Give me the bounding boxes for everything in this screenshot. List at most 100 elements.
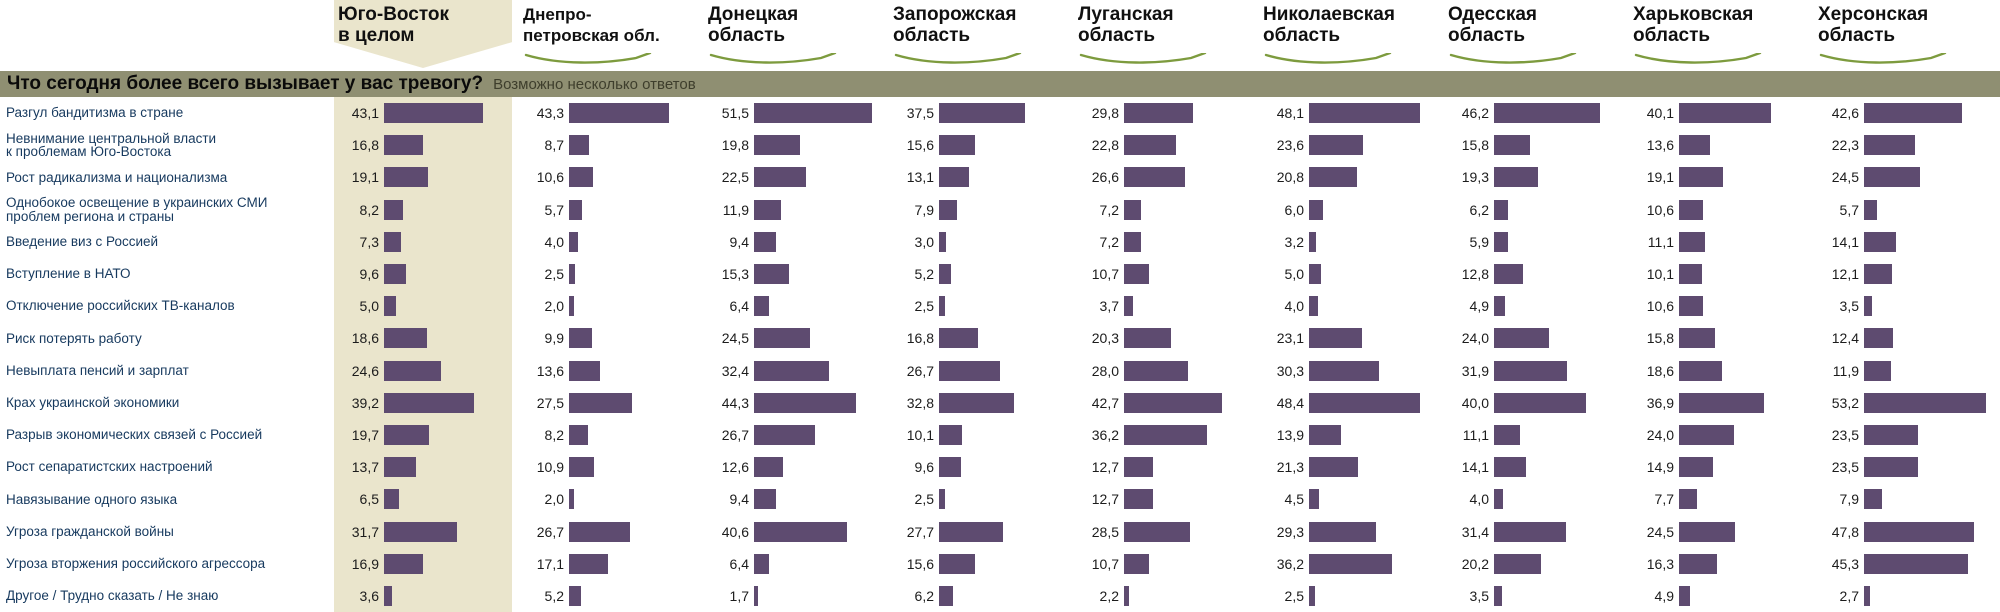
bar-cell: 15,6 [893,553,1078,574]
bar-value: 24,0 [1646,426,1674,443]
checkmark-swoosh-icon [1264,53,1392,64]
bar [1309,489,1320,510]
bar [1864,521,1974,542]
bar [1864,296,1872,317]
bar [1494,264,1524,285]
question-note: Возможно несколько ответов [493,75,696,93]
bar-cell: 53,2 [1818,392,2000,413]
checkmark-swoosh-icon [894,53,1022,64]
bar-cell: 6,5 [338,489,523,510]
bar [1864,392,1987,413]
bar [569,392,633,413]
bar-cell: 11,9 [1818,360,2000,381]
bar-cell: 5,2 [893,264,1078,285]
bar [569,489,574,510]
chart-row: Рост сепаратистских настроений 13,7 10,9 12… [0,451,2000,483]
bar-cell: 48,1 [1263,103,1448,124]
bar [1679,489,1697,510]
chart-row: Угроза гражданской войны 31,7 26,7 40,6 27,7… [0,515,2000,547]
bar [754,457,783,478]
region-name-line: область [1633,25,1711,46]
chart-row: Угроза вторжения российского агрессора 16… [0,548,2000,580]
bar [1309,167,1357,188]
bar-cell: 4,0 [1263,296,1448,317]
bar-value: 20,3 [1091,330,1119,347]
bar [1679,328,1716,349]
bar [1679,103,1772,124]
bar-value: 16,8 [906,330,934,347]
bar-value: 5,2 [914,266,934,283]
bar [1679,457,1714,478]
bar-cell: 3,5 [1448,585,1633,606]
bar-value: 6,2 [914,587,934,604]
bar-cell: 28,5 [1078,521,1263,542]
row-label: Другое / Трудно сказать / Не знаю [6,588,219,604]
bar-value: 48,1 [1276,105,1304,122]
bar [384,167,428,188]
bar-cell: 4,9 [1633,585,1818,606]
bar-value: 20,8 [1276,169,1304,186]
bar [569,103,669,124]
chart-row: Риск потерять работу 18,6 9,9 24,5 16,8 20,3 2… [0,322,2000,354]
chart-row: Другое / Трудно сказать / Не знаю 3,6 5,2 1… [0,580,2000,612]
bar [384,521,457,542]
bar-value: 6,4 [729,555,749,572]
bar-cell: 24,5 [708,328,893,349]
bar-cell: 8,2 [338,199,523,220]
bar-cell: 5,2 [523,585,708,606]
bar-value: 15,3 [721,266,749,283]
bar [939,264,951,285]
bar [754,424,816,445]
bar-value: 10,6 [1646,298,1674,315]
bar-cell: 19,3 [1448,167,1633,188]
bar-cell: 12,6 [708,457,893,478]
bar-value: 12,7 [1091,459,1119,476]
bar-value: 13,6 [1646,137,1674,154]
bar-value: 13,7 [351,459,379,476]
chart-row: Однобокое освещение в украинских СМИ про… [0,194,2000,226]
bar-value: 3,6 [359,587,379,604]
bar [1864,457,1918,478]
bar-value: 17,1 [536,555,564,572]
bar [754,199,782,220]
bar [569,328,592,349]
bar [569,521,631,542]
bar-value: 22,3 [1831,137,1859,154]
question-bar: Что сегодня более всего вызывает у вас т… [0,71,2000,97]
bar-value: 43,3 [536,105,564,122]
bar-value: 4,9 [1469,298,1489,315]
bar-value: 9,4 [729,491,749,508]
region-name-line: область [893,25,971,46]
bar-cell: 2,5 [523,264,708,285]
bar-cell: 32,4 [708,360,893,381]
bar-value: 24,5 [1831,169,1859,186]
region-name-line: петровская обл. [523,26,660,45]
bar [384,360,441,381]
bar-cell: 31,4 [1448,521,1633,542]
bar [1309,553,1393,574]
bar-cell: 48,4 [1263,392,1448,413]
bar-cell: 15,8 [1633,328,1818,349]
bar [384,553,423,574]
bar-cell: 10,6 [1633,296,1818,317]
bar-cell: 23,5 [1818,424,2000,445]
bar [939,231,946,252]
bar [1494,392,1586,413]
bar [1309,521,1377,542]
bar-cell: 15,6 [893,135,1078,156]
bar-cell: 2,5 [893,489,1078,510]
bar-value: 10,7 [1091,266,1119,283]
bar-cell: 36,9 [1633,392,1818,413]
row-label: Навязывание одного языка [6,491,178,507]
bar-cell: 15,3 [708,264,893,285]
region-name-line: Юго-Восток [338,4,450,25]
bar-cell: 22,5 [708,167,893,188]
bar [1494,231,1508,252]
row-label: Невнимание центральной власти к проблема… [6,130,217,160]
bar-cell: 26,7 [893,360,1078,381]
bar-value: 16,3 [1646,555,1674,572]
bar-cell: 8,7 [523,135,708,156]
bar [569,424,588,445]
bar-value: 23,5 [1831,426,1859,443]
bar [754,231,776,252]
